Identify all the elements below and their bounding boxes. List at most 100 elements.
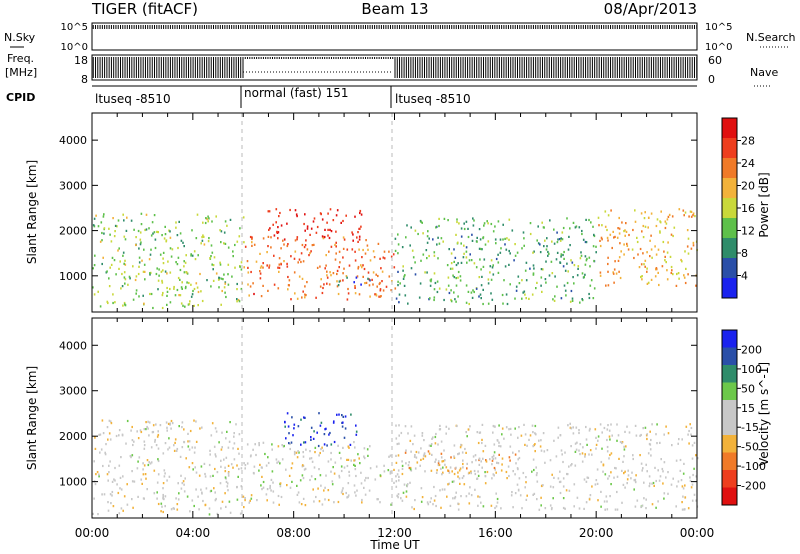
data-cell (565, 489, 568, 492)
data-cell (450, 456, 452, 459)
velocity-colorbar-swatch (722, 417, 737, 436)
data-cell (318, 454, 320, 457)
data-cell (169, 422, 171, 425)
data-cell (155, 272, 158, 276)
data-cell (460, 261, 463, 264)
data-cell (613, 268, 616, 271)
data-cell (354, 259, 357, 262)
data-cell (683, 276, 686, 279)
data-cell (150, 248, 152, 251)
data-cell (479, 495, 481, 499)
data-cell (553, 476, 555, 479)
data-cell (209, 449, 211, 452)
data-cell (266, 488, 269, 491)
data-cell (236, 498, 239, 501)
data-cell (347, 482, 350, 485)
data-cell (377, 274, 379, 278)
data-cell (435, 504, 437, 508)
data-cell (434, 281, 437, 285)
data-cell (465, 284, 468, 287)
data-cell (421, 221, 423, 224)
data-cell (512, 451, 514, 454)
data-cell (588, 429, 591, 432)
x-tick-label: 04:00 (176, 526, 211, 540)
data-cell (389, 470, 392, 473)
data-cell (624, 234, 626, 237)
data-cell (455, 300, 457, 303)
data-cell (147, 463, 150, 467)
data-cell (156, 491, 158, 494)
data-cell (403, 483, 406, 486)
data-cell (473, 469, 476, 473)
data-cell (211, 220, 213, 223)
x-tick-label: 00:00 (75, 526, 110, 540)
data-cell (186, 272, 189, 275)
data-cell (291, 416, 293, 419)
data-cell (294, 250, 297, 253)
data-cell (379, 295, 381, 298)
data-cell (462, 475, 465, 478)
data-cell (589, 494, 592, 497)
data-cell (98, 433, 100, 436)
data-cell (453, 260, 455, 263)
data-cell (649, 255, 651, 258)
data-cell (167, 448, 169, 451)
data-cell (209, 257, 211, 260)
data-cell (329, 208, 332, 211)
data-cell (367, 476, 369, 480)
data-cell (409, 466, 412, 470)
data-cell (660, 458, 662, 461)
data-cell (457, 471, 459, 474)
data-cell (361, 266, 363, 269)
data-cell (595, 447, 597, 450)
data-cell (342, 236, 345, 239)
data-cell (201, 426, 203, 429)
data-cell (465, 250, 468, 253)
data-cell (463, 227, 466, 231)
data-cell (613, 476, 615, 479)
data-cell (584, 255, 587, 258)
x-tick-label: 08:00 (276, 526, 311, 540)
data-cell (227, 246, 230, 249)
data-cell (514, 492, 517, 495)
data-cell (124, 278, 127, 281)
data-cell (570, 464, 572, 467)
data-cell (604, 210, 607, 213)
data-cell (140, 430, 143, 434)
data-cell (476, 240, 478, 243)
data-cell (679, 458, 682, 462)
data-cell (397, 496, 399, 499)
data-cell (679, 469, 682, 472)
data-cell (504, 265, 507, 268)
data-cell (470, 291, 473, 294)
data-cell (180, 474, 182, 477)
data-cell (355, 494, 357, 497)
data-cell (393, 266, 396, 269)
data-cell (318, 468, 320, 471)
data-cell (142, 468, 144, 471)
data-cell (593, 259, 595, 263)
data-cell (201, 299, 204, 303)
data-cell (470, 494, 473, 497)
data-cell (328, 236, 331, 240)
data-cell (334, 243, 336, 246)
data-cell (142, 497, 145, 500)
data-cell (95, 473, 97, 476)
data-cell (393, 468, 395, 471)
data-cell (606, 500, 608, 503)
data-cell (354, 491, 356, 494)
data-cell (434, 460, 436, 463)
nave-tick-bottom: 0 (708, 73, 715, 86)
data-cell (176, 508, 179, 511)
data-cell (536, 480, 539, 483)
data-cell (164, 233, 167, 236)
data-cell (352, 233, 354, 236)
data-cell (204, 472, 206, 476)
data-cell (615, 467, 617, 470)
data-cell (369, 467, 372, 470)
data-cell (113, 478, 115, 481)
data-cell (260, 265, 263, 268)
data-cell (397, 270, 399, 273)
power-colorbar-tick-label: 28 (741, 135, 755, 148)
